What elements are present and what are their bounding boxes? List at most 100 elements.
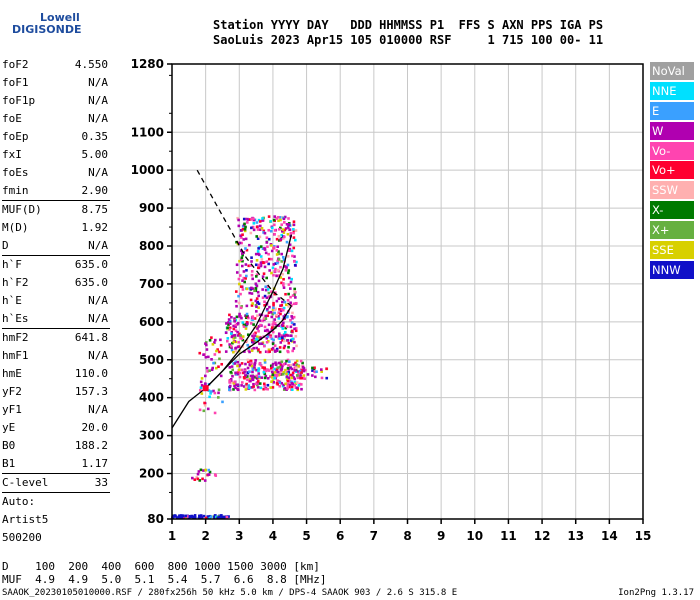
auto-label: Auto: bbox=[2, 495, 36, 508]
echo-point bbox=[254, 304, 258, 307]
echo-point bbox=[267, 333, 271, 336]
echo-point bbox=[287, 269, 291, 272]
echo-point bbox=[286, 226, 290, 229]
echo-point bbox=[283, 344, 287, 348]
echo-point bbox=[266, 307, 269, 311]
echo-point bbox=[291, 294, 295, 297]
echo-point bbox=[260, 342, 264, 346]
echo-point bbox=[290, 321, 294, 324]
echo-point bbox=[211, 366, 214, 370]
echo-point bbox=[215, 349, 218, 353]
echo-point bbox=[266, 387, 269, 391]
echo-point bbox=[280, 307, 284, 311]
echo-point bbox=[244, 374, 248, 377]
echo-point bbox=[276, 366, 279, 369]
echo-point bbox=[280, 252, 283, 256]
echo-point bbox=[294, 334, 298, 338]
y-tick-label: 500 bbox=[139, 353, 164, 367]
echo-point bbox=[217, 388, 221, 392]
echo-point bbox=[244, 237, 248, 241]
echo-point bbox=[207, 473, 210, 476]
echo-point bbox=[280, 281, 283, 285]
param-row-fof2: foF2 4.550 bbox=[2, 56, 110, 74]
echo-point bbox=[292, 220, 296, 224]
echo-point bbox=[256, 237, 260, 240]
echo-point bbox=[261, 288, 264, 291]
echo-point bbox=[298, 382, 302, 386]
param-row-hme: hmE 110.0 bbox=[2, 365, 110, 383]
file-info-footer: SAAOK_20230105010000.RSF / 280fx256h 50 … bbox=[2, 588, 458, 598]
echo-point bbox=[222, 516, 226, 520]
echo-point bbox=[230, 365, 234, 368]
y-tick-label: 1000 bbox=[131, 163, 164, 177]
echo-point bbox=[240, 381, 244, 384]
echo-point bbox=[296, 374, 299, 377]
echo-point bbox=[247, 316, 250, 320]
echo-point bbox=[251, 378, 255, 382]
echo-point bbox=[277, 274, 281, 277]
echo-point bbox=[282, 370, 286, 374]
echo-point bbox=[278, 372, 282, 376]
legend-item-vo: Vo- bbox=[650, 141, 694, 160]
echo-point bbox=[252, 228, 256, 232]
echo-point bbox=[241, 288, 245, 291]
echo-point bbox=[273, 311, 276, 315]
echo-point bbox=[250, 304, 254, 307]
echo-point bbox=[238, 241, 242, 245]
echo-point bbox=[245, 375, 249, 378]
echo-point bbox=[292, 363, 296, 366]
param-row-hes: h`Es N/A bbox=[2, 310, 110, 328]
echo-point bbox=[258, 224, 262, 228]
echo-point bbox=[273, 367, 276, 371]
echo-point bbox=[287, 217, 290, 220]
echo-point bbox=[289, 325, 293, 329]
param-value: 0.35 bbox=[81, 130, 109, 143]
echo-point bbox=[249, 264, 252, 267]
echo-point bbox=[279, 341, 283, 344]
echo-point bbox=[257, 218, 261, 222]
echo-point bbox=[291, 254, 294, 258]
echo-point bbox=[291, 311, 294, 315]
echo-point bbox=[199, 514, 203, 517]
echo-point bbox=[283, 300, 287, 304]
echo-point bbox=[282, 346, 286, 350]
echo-point bbox=[302, 374, 306, 377]
echo-point bbox=[283, 221, 286, 224]
echo-point bbox=[251, 370, 254, 374]
echo-point bbox=[255, 335, 259, 339]
echo-point bbox=[204, 382, 207, 386]
echo-point bbox=[289, 339, 293, 342]
echo-point bbox=[255, 368, 258, 372]
param-group-4: hmF2 641.8 hmF1 N/A hmE 110.0 yF2 157.3 yF1 N/A yE… bbox=[2, 329, 110, 473]
echo-point bbox=[277, 311, 281, 314]
echo-point bbox=[259, 245, 263, 248]
echo-point bbox=[242, 385, 246, 388]
echo-point bbox=[284, 303, 288, 307]
echo-point bbox=[265, 236, 269, 240]
echo-point bbox=[283, 215, 287, 219]
echo-point bbox=[208, 395, 211, 399]
echo-point bbox=[311, 366, 314, 370]
echo-point bbox=[245, 382, 248, 386]
echo-point bbox=[228, 328, 231, 331]
echo-point bbox=[245, 321, 249, 324]
param-value: 4.550 bbox=[74, 58, 108, 71]
echo-point bbox=[289, 366, 292, 370]
echo-point bbox=[299, 374, 302, 377]
echo-point bbox=[244, 325, 248, 329]
echo-point bbox=[243, 350, 246, 353]
echo-point bbox=[298, 369, 302, 373]
echo-point bbox=[239, 336, 242, 339]
echo-point bbox=[257, 279, 261, 283]
x-tick-label: 2 bbox=[201, 529, 209, 543]
echo-point bbox=[271, 379, 275, 382]
echo-point bbox=[248, 386, 251, 390]
echo-point bbox=[250, 260, 253, 263]
echo-point bbox=[234, 290, 238, 293]
param-value: N/A bbox=[88, 239, 108, 252]
echo-point bbox=[258, 228, 262, 231]
echo-point bbox=[254, 263, 258, 267]
echo-point bbox=[234, 323, 238, 327]
echo-point bbox=[297, 384, 301, 387]
echo-point bbox=[246, 343, 250, 347]
